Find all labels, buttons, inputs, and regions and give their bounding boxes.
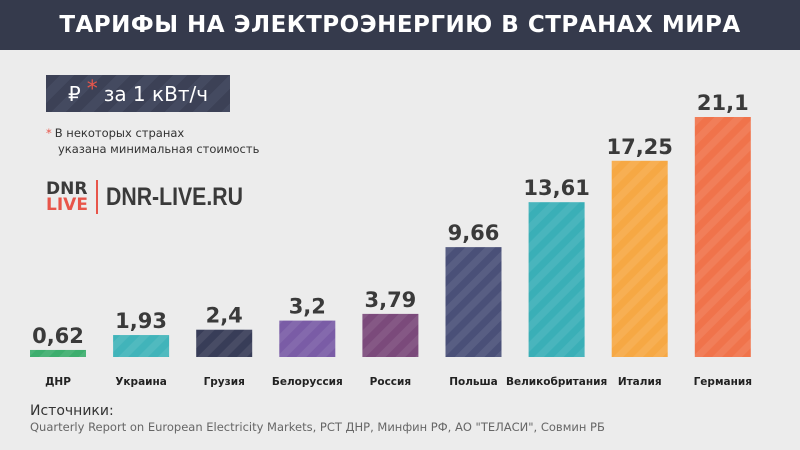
category-label: Белоруссия	[272, 376, 343, 388]
unit-label: за 1 кВт/ч	[103, 81, 209, 106]
unit-badge: ₽ * за 1 кВт/ч	[46, 75, 230, 112]
category-label: Украина	[115, 376, 167, 388]
data-label: 17,25	[606, 135, 672, 159]
category-label: Германия	[694, 376, 752, 388]
note-line-1: В некоторых странах	[54, 126, 185, 140]
bar-6	[528, 202, 585, 357]
category-label: Италия	[618, 376, 662, 388]
logo: DNR LIVE DNR-LIVE.RU	[46, 180, 267, 214]
logo-site: DNR-LIVE.RU	[105, 182, 243, 211]
title-bar: ТАРИФЫ НА ЭЛЕКТРОЭНЕРГИЮ В СТРАНАХ МИРА	[0, 0, 800, 50]
logo-mark-bottom: LIVE	[46, 195, 88, 215]
data-label: 1,93	[115, 309, 167, 333]
note-line-2: указана минимальная стоимость	[58, 142, 260, 156]
footnote: * В некоторых странах указана минимальная…	[46, 125, 259, 157]
data-label: 3,2	[289, 295, 326, 319]
bar-0	[30, 349, 86, 357]
bar-7	[611, 160, 668, 357]
sources: Источники: Quarterly Report on European …	[30, 403, 605, 434]
logo-divider	[95, 180, 98, 214]
currency-symbol: ₽	[67, 81, 81, 106]
bar-3	[279, 320, 336, 357]
data-label: 9,66	[448, 221, 500, 245]
bar-8	[694, 117, 751, 357]
bar-5	[445, 247, 502, 357]
sources-heading: Источники:	[30, 403, 114, 419]
data-label: 21,1	[697, 91, 749, 115]
asterisk: *	[86, 77, 98, 102]
chart-title: ТАРИФЫ НА ЭЛЕКТРОЭНЕРГИЮ В СТРАНАХ МИРА	[59, 12, 741, 38]
sources-text: Quarterly Report on European Electricity…	[30, 420, 605, 434]
data-label: 3,79	[364, 288, 416, 312]
bar-2	[196, 329, 253, 357]
category-label: Россия	[370, 376, 411, 388]
category-label: Польша	[449, 376, 498, 388]
bar-4	[362, 313, 419, 357]
category-label: ДНР	[45, 376, 71, 388]
logo-mark-top: DNR	[46, 179, 88, 199]
bar-1	[113, 335, 170, 357]
data-label: 2,4	[206, 304, 243, 328]
logo-mark: DNR LIVE	[46, 179, 88, 215]
asterisk: *	[46, 126, 52, 140]
category-label: Великобритания	[506, 376, 607, 388]
data-label: 13,61	[523, 176, 589, 200]
data-label: 0,62	[32, 324, 84, 348]
category-label: Грузия	[204, 376, 245, 388]
